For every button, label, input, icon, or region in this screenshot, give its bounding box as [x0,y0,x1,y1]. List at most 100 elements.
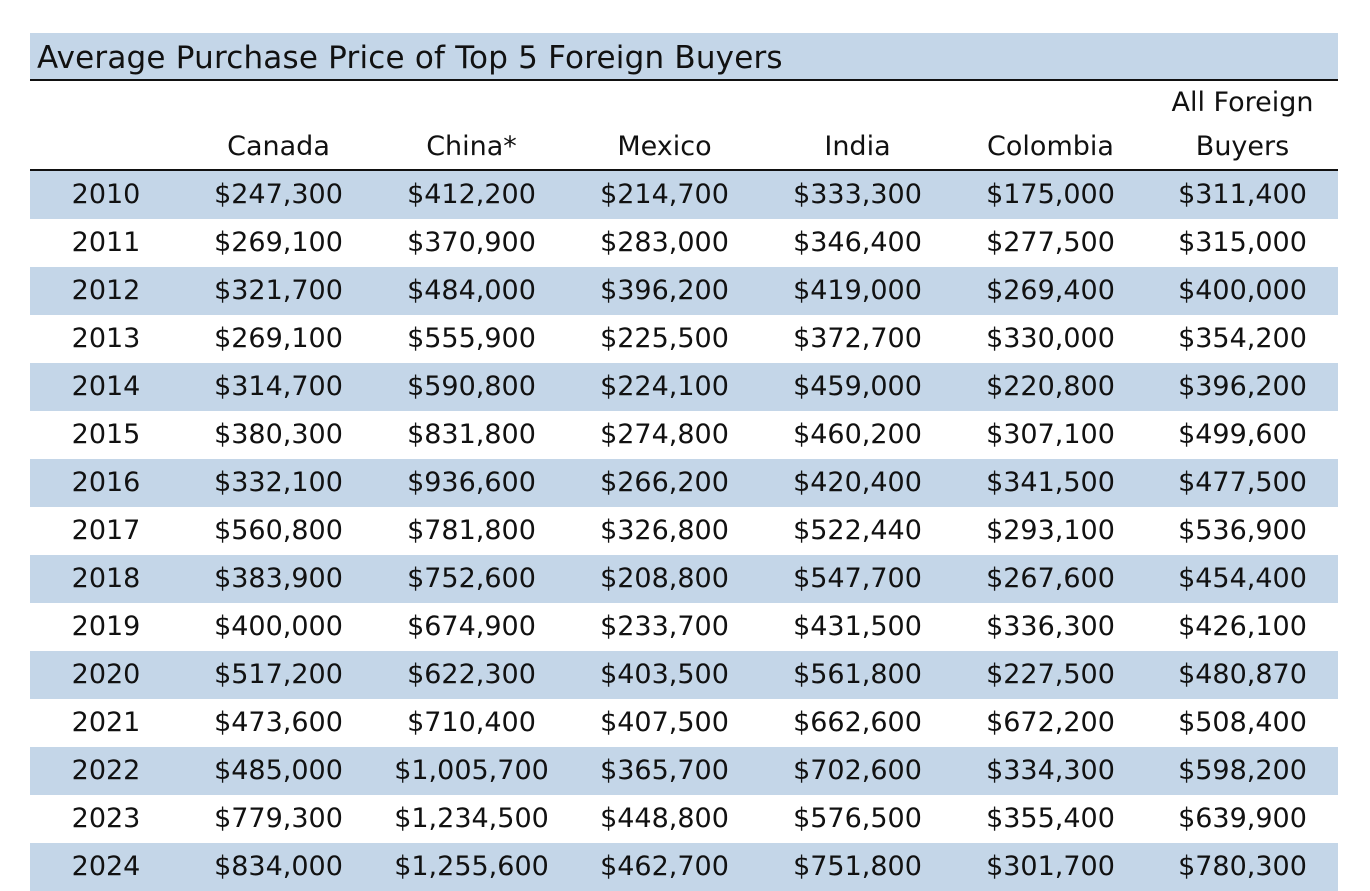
table-row: 2013 $269,100 $555,900 $225,500 $372,700 $330… [30,315,1338,363]
price-cell: $380,300 [182,411,375,459]
table-row: 2019 $400,000 $674,900 $233,700 $431,500 $336… [30,603,1338,651]
price-cell: $752,600 [375,555,568,603]
column-header: Mexico [568,125,761,171]
price-cell: $561,800 [761,651,954,699]
table-row: 2012 $321,700 $484,000 $396,200 $419,000 $269… [30,267,1338,315]
table-row: 2021 $473,600 $710,400 $407,500 $662,600 $672… [30,699,1338,747]
price-cell: $508,400 [1147,699,1338,747]
price-cell: $674,900 [375,603,568,651]
price-cell: $175,000 [954,170,1147,219]
price-cell: $326,800 [568,507,761,555]
price-cell: $639,900 [1147,795,1338,843]
price-cell: $332,100 [182,459,375,507]
header-row-bottom: Canada China* Mexico India Colombia Buyers [30,125,1338,171]
price-cell: $341,500 [954,459,1147,507]
column-header-top [568,81,761,125]
price-cell: $400,000 [1147,267,1338,315]
price-cell: $269,100 [182,219,375,267]
column-header-top [30,81,182,125]
table-row: 2024 $834,000 $1,255,600 $462,700 $751,800 $3… [30,843,1338,891]
price-table-container: Average Purchase Price of Top 5 Foreign … [30,33,1338,891]
year-cell: 2018 [30,555,182,603]
price-cell: $710,400 [375,699,568,747]
price-cell: $462,700 [568,843,761,891]
year-cell: 2011 [30,219,182,267]
price-cell: $407,500 [568,699,761,747]
price-cell: $598,200 [1147,747,1338,795]
price-cell: $354,200 [1147,315,1338,363]
year-cell: 2015 [30,411,182,459]
table-row: 2014 $314,700 $590,800 $224,100 $459,000 $220… [30,363,1338,411]
year-cell: 2013 [30,315,182,363]
price-cell: $412,200 [375,170,568,219]
price-cell: $372,700 [761,315,954,363]
price-cell: $301,700 [954,843,1147,891]
price-table: All Foreign Canada China* Mexico India Colom… [30,81,1338,891]
table-row: 2010 $247,300 $412,200 $214,700 $333,300 $175… [30,170,1338,219]
price-cell: $336,300 [954,603,1147,651]
price-cell: $485,000 [182,747,375,795]
price-cell: $283,000 [568,219,761,267]
price-cell: $672,200 [954,699,1147,747]
column-header: Buyers [1147,125,1338,171]
price-cell: $346,400 [761,219,954,267]
price-cell: $522,440 [761,507,954,555]
price-cell: $480,870 [1147,651,1338,699]
price-cell: $834,000 [182,843,375,891]
price-cell: $277,500 [954,219,1147,267]
price-cell: $225,500 [568,315,761,363]
price-cell: $247,300 [182,170,375,219]
price-cell: $269,400 [954,267,1147,315]
price-cell: $419,000 [761,267,954,315]
price-cell: $779,300 [182,795,375,843]
price-cell: $314,700 [182,363,375,411]
column-header: Colombia [954,125,1147,171]
price-cell: $622,300 [375,651,568,699]
price-cell: $780,300 [1147,843,1338,891]
table-row: 2016 $332,100 $936,600 $266,200 $420,400 $341… [30,459,1338,507]
year-cell: 2012 [30,267,182,315]
table-row: 2017 $560,800 $781,800 $326,800 $522,440 $293… [30,507,1338,555]
price-cell: $547,700 [761,555,954,603]
price-cell: $400,000 [182,603,375,651]
price-cell: $751,800 [761,843,954,891]
price-cell: $1,234,500 [375,795,568,843]
table-row: 2023 $779,300 $1,234,500 $448,800 $576,500 $3… [30,795,1338,843]
price-cell: $330,000 [954,315,1147,363]
price-cell: $484,000 [375,267,568,315]
table-row: 2022 $485,000 $1,005,700 $365,700 $702,600 $3… [30,747,1338,795]
price-cell: $355,400 [954,795,1147,843]
price-cell: $831,800 [375,411,568,459]
price-cell: $383,900 [182,555,375,603]
column-header-top [954,81,1147,125]
price-cell: $426,100 [1147,603,1338,651]
column-header-top [375,81,568,125]
price-cell: $576,500 [761,795,954,843]
price-cell: $936,600 [375,459,568,507]
column-header-top [182,81,375,125]
price-cell: $267,600 [954,555,1147,603]
column-header-top: All Foreign [1171,87,1314,118]
price-cell: $448,800 [568,795,761,843]
price-cell: $227,500 [954,651,1147,699]
table-row: 2020 $517,200 $622,300 $403,500 $561,800 $227… [30,651,1338,699]
price-cell: $370,900 [375,219,568,267]
price-cell: $1,255,600 [375,843,568,891]
table-header: All Foreign Canada China* Mexico India Colom… [30,81,1338,171]
price-cell: $334,300 [954,747,1147,795]
year-cell: 2020 [30,651,182,699]
price-cell: $473,600 [182,699,375,747]
year-cell: 2017 [30,507,182,555]
year-cell: 2022 [30,747,182,795]
price-cell: $555,900 [375,315,568,363]
column-header: Canada [182,125,375,171]
year-cell: 2016 [30,459,182,507]
price-cell: $311,400 [1147,170,1338,219]
year-cell: 2014 [30,363,182,411]
price-cell: $315,000 [1147,219,1338,267]
price-cell: $517,200 [182,651,375,699]
price-cell: $224,100 [568,363,761,411]
price-cell: $560,800 [182,507,375,555]
column-header [30,125,182,171]
year-cell: 2023 [30,795,182,843]
